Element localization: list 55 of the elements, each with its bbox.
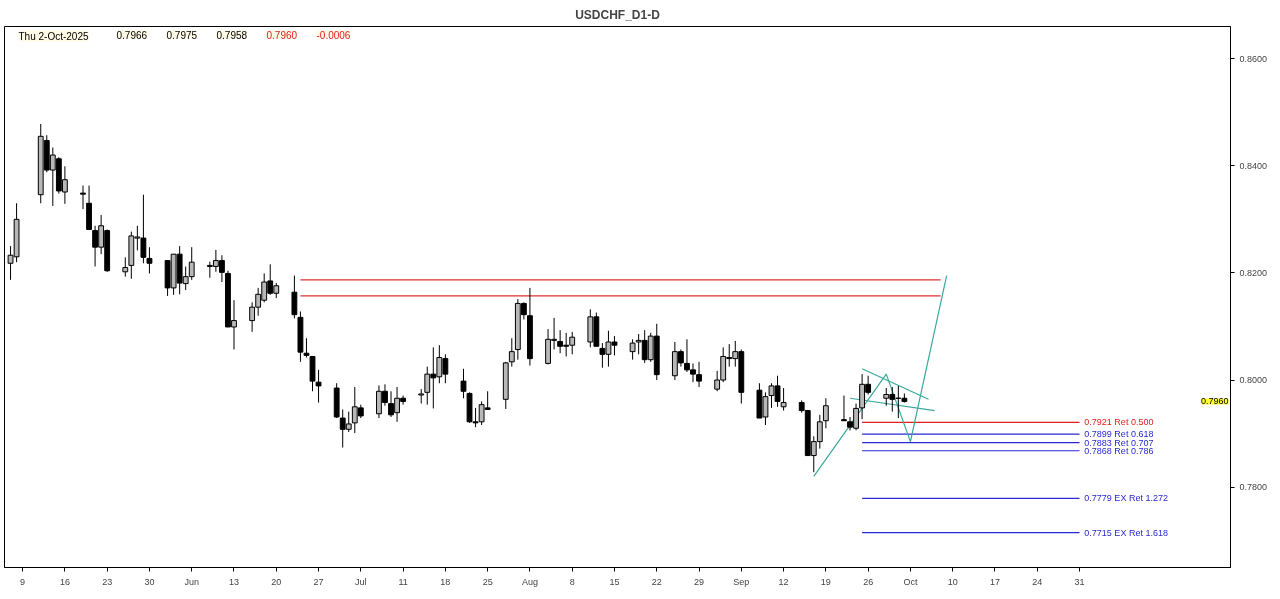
annotation: 0.7966 xyxy=(116,29,148,41)
x-tick-label: Sep xyxy=(733,576,750,587)
annotation: 0.7960 xyxy=(1200,396,1229,407)
x-tick-label: 23 xyxy=(102,576,113,587)
candlestick xyxy=(122,256,129,278)
candlestick xyxy=(841,395,847,422)
y-tick-label: 0.8000 xyxy=(1239,375,1268,386)
annotation: Thu 2-Oct-2025 xyxy=(18,30,89,42)
annotation: 0.7960 xyxy=(266,29,298,41)
x-tick-label: 8 xyxy=(569,576,575,587)
x-tick-label: 9 xyxy=(20,576,26,587)
x-tick-label: 22 xyxy=(651,576,662,587)
series-label: 0.7899 Ret 0.618 xyxy=(1084,429,1154,440)
y-tick-label: 0.8200 xyxy=(1239,267,1268,278)
candlestick xyxy=(822,397,829,429)
chart-title: USDCHF_D1-D xyxy=(575,7,661,22)
x-tick-label: 13 xyxy=(228,576,240,587)
x-tick-label: 26 xyxy=(863,576,874,587)
candlestick xyxy=(146,246,153,274)
candlestick xyxy=(780,387,787,412)
annotation: -0.0006 xyxy=(316,29,351,41)
series-label: 0.7715 EX Ret 1.618 xyxy=(1084,527,1168,538)
x-tick-label: Oct xyxy=(903,576,918,587)
x-tick-label: 16 xyxy=(59,576,70,587)
y-tick-label: 0.8600 xyxy=(1239,53,1268,64)
candlestick xyxy=(460,368,467,399)
x-tick-label: Jun xyxy=(184,576,199,587)
candlestick xyxy=(291,275,298,319)
x-tick-label: 30 xyxy=(144,576,155,587)
x-tick-label: Aug xyxy=(521,576,538,587)
x-tick-label: 19 xyxy=(820,576,831,587)
y-tick-label: 0.7800 xyxy=(1239,482,1268,493)
x-tick-label: 27 xyxy=(313,576,324,587)
series-label: 0.7921 Ret 0.500 xyxy=(1084,417,1154,428)
x-tick-label: 10 xyxy=(947,576,958,587)
series-label: 0.7883 Ret 0.707 xyxy=(1084,437,1154,448)
x-tick-label: 24 xyxy=(1032,576,1043,587)
annotation: 0.7975 xyxy=(166,29,198,41)
x-tick-label: 15 xyxy=(609,576,620,587)
candlestick xyxy=(80,185,86,210)
x-tick-label: 17 xyxy=(989,576,1000,587)
annotation: 0.7958 xyxy=(216,29,248,41)
x-tick-label: 29 xyxy=(694,576,705,587)
candlestick xyxy=(508,337,515,368)
series-label: 0.7868 Ret 0.786 xyxy=(1084,445,1154,456)
x-tick-label: 25 xyxy=(482,576,493,587)
x-tick-label: 12 xyxy=(778,576,789,587)
x-tick-label: 31 xyxy=(1074,576,1085,587)
series-label: 0.7779 EX Ret 1.272 xyxy=(1084,493,1168,504)
line-series xyxy=(813,274,948,478)
x-tick-label: 18 xyxy=(440,576,451,587)
y-tick-label: 0.8400 xyxy=(1239,160,1268,171)
x-tick-label: 11 xyxy=(398,576,408,587)
x-tick-label: Jul xyxy=(355,576,367,587)
x-tick-label: 20 xyxy=(271,576,282,587)
